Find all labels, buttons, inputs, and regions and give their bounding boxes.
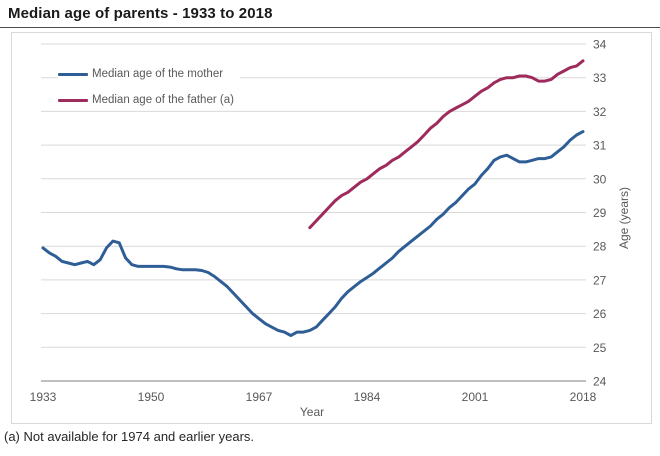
legend-label-father: Median age of the father (a) xyxy=(92,94,234,106)
series-line-mother xyxy=(41,130,585,337)
y-tick-label: 25 xyxy=(593,341,607,355)
y-axis-title: Age (years) xyxy=(617,186,631,250)
y-tick-label: 30 xyxy=(593,172,607,186)
y-tick-label: 33 xyxy=(593,71,607,85)
page-title: Median age of parents - 1933 to 2018 xyxy=(8,5,273,22)
y-tick-label: 32 xyxy=(593,105,607,119)
series-line-father xyxy=(308,59,585,230)
x-tick-label: 1950 xyxy=(138,390,165,404)
legend: Median age of the mother Median age of t… xyxy=(58,67,240,119)
x-tick-label: 1933 xyxy=(30,390,57,404)
x-axis-title: Year xyxy=(299,405,325,419)
chart-area: 24 25 26 27 28 29 30 31 32 33 34 1933 1950 1967 1984 20… xyxy=(11,32,652,424)
y-tick-label: 31 xyxy=(593,139,607,153)
y-tick-label: 27 xyxy=(593,273,607,287)
father-line-swatch xyxy=(58,98,88,102)
title-underline xyxy=(0,27,660,28)
x-tick-label: 1984 xyxy=(354,390,381,404)
y-tick-label: 29 xyxy=(593,206,607,220)
mother-line-swatch xyxy=(58,72,88,76)
y-tick-label: 24 xyxy=(593,375,607,389)
footnote: (a) Not available for 1974 and earlier y… xyxy=(4,429,255,444)
legend-item-father: Median age of the father (a) xyxy=(58,93,240,107)
x-tick-label: 1967 xyxy=(246,390,273,404)
chart-svg: 24 25 26 27 28 29 30 31 32 33 34 1933 1950 1967 1984 20… xyxy=(30,38,607,405)
y-tick-label: 34 xyxy=(593,38,607,52)
x-tick-label: 2018 xyxy=(570,390,597,404)
legend-item-mother: Median age of the mother xyxy=(58,67,240,81)
y-tick-label: 28 xyxy=(593,240,607,254)
x-tick-label: 2001 xyxy=(462,390,489,404)
y-tick-label: 26 xyxy=(593,307,607,321)
legend-label-mother: Median age of the mother xyxy=(92,68,224,80)
